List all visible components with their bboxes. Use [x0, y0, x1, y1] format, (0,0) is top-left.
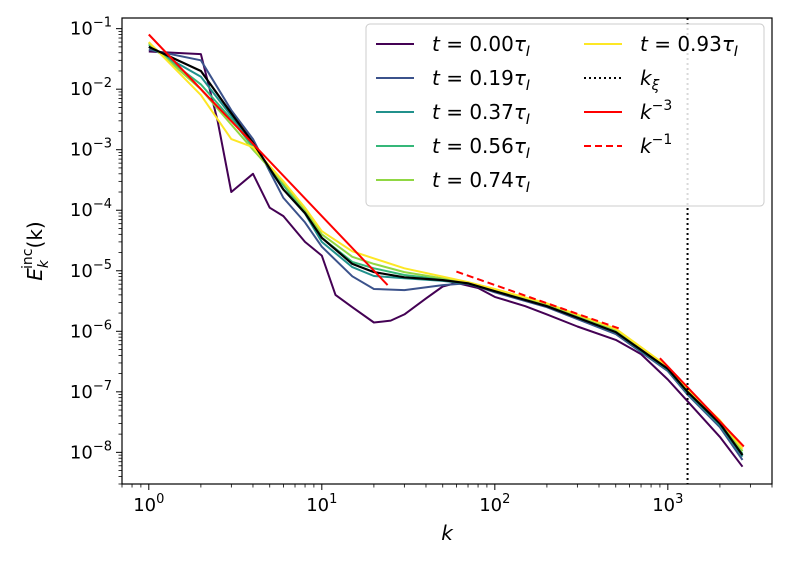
- series-line-7: [148, 33, 389, 286]
- y-tick-label-7: 10−1: [70, 16, 112, 40]
- x-tick-label-0: 100: [133, 492, 164, 516]
- x-axis-label: k: [441, 521, 454, 545]
- svg-text:k: k: [441, 521, 454, 545]
- legend-label-5: t = 0.93τI: [640, 32, 738, 60]
- y-tick-label-3: 10−5: [70, 258, 112, 282]
- y-tick-label-5: 10−3: [70, 137, 112, 161]
- svg-text:Ekinc(k): Ekinc(k): [20, 221, 52, 280]
- series-line-9: [456, 270, 620, 330]
- legend-label-1: t = 0.19τI: [432, 66, 530, 94]
- series-layer: [148, 18, 745, 484]
- ticks-layer: 100 101 102 103 10−8 10−7 10−6 10−5 10−4 10−3 10−2…: [70, 16, 773, 516]
- legend-box: [365, 23, 765, 207]
- x-tick-label-1: 101: [306, 492, 337, 516]
- x-tick-label-2: 102: [479, 492, 510, 516]
- legend-label-8: k−1: [640, 132, 672, 158]
- y-tick-label-6: 10−2: [70, 76, 112, 100]
- series-line-0: [148, 50, 744, 468]
- legend: t = 0.00τI t = 0.19τI t = 0.37τI t = 0.56τI…: [365, 23, 765, 207]
- y-tick-label-0: 10−8: [70, 439, 112, 463]
- y-axis-label: Ekinc(k): [20, 221, 52, 280]
- y-tick-label-4: 10−4: [70, 197, 112, 221]
- legend-label-6: kξ: [640, 66, 660, 94]
- y-tick-label-2: 10−6: [70, 318, 112, 342]
- series-line-8: [659, 357, 745, 448]
- legend-label-4: t = 0.74τI: [432, 168, 530, 196]
- x-tick-label-3: 103: [652, 492, 683, 516]
- legend-label-3: t = 0.56τI: [432, 134, 530, 162]
- legend-label-7: k−3: [640, 98, 672, 124]
- plot-frame: [121, 17, 773, 485]
- legend-label-2: t = 0.37τI: [432, 100, 530, 128]
- y-tick-label-1: 10−7: [70, 379, 112, 403]
- legend-label-0: t = 0.00τI: [432, 32, 530, 60]
